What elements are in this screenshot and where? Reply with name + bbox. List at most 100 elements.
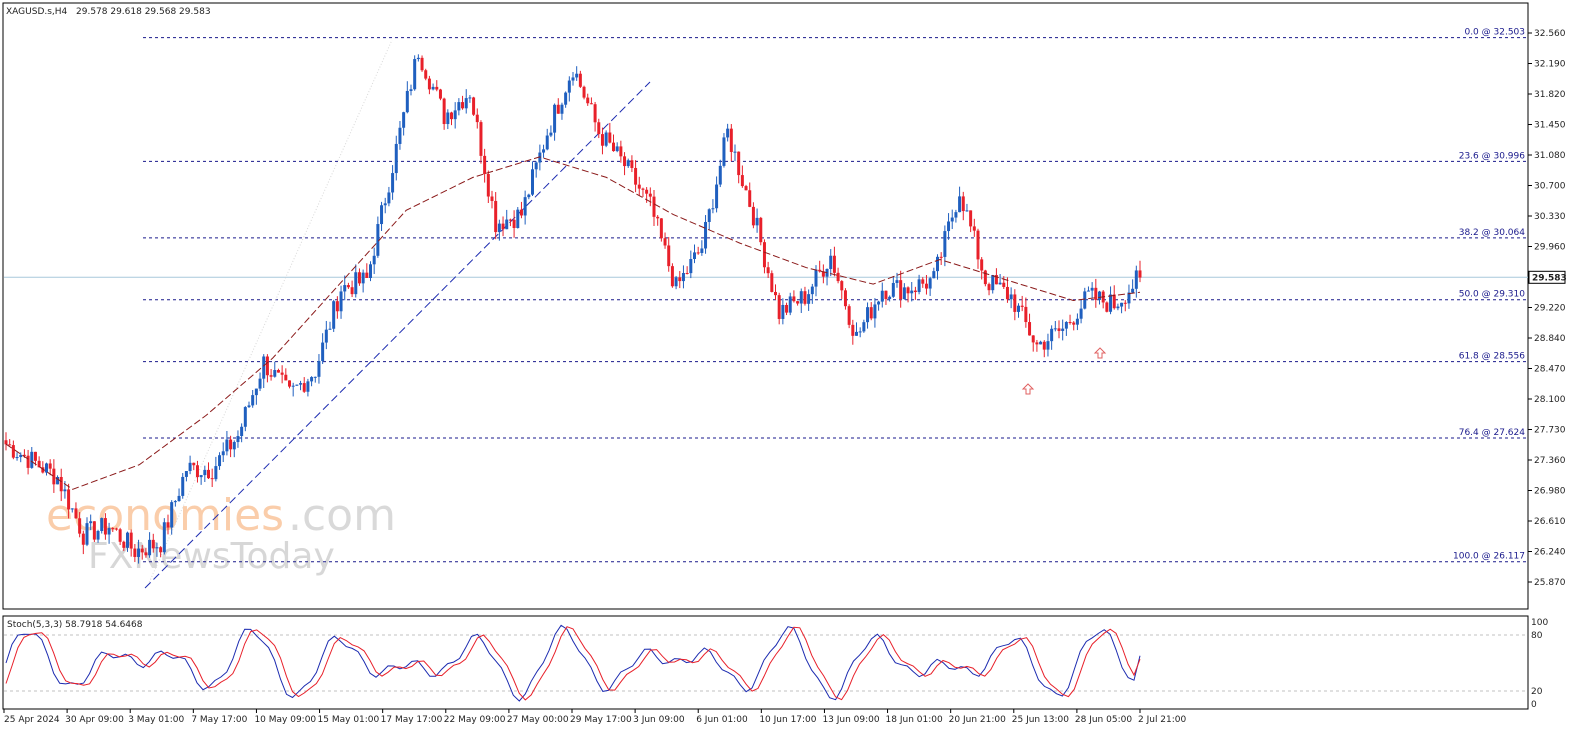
- candle-body: [829, 255, 833, 269]
- candle-body: [910, 290, 914, 294]
- candle-body: [22, 454, 26, 456]
- fib-level-label: 50.0 @ 29.310: [1459, 290, 1526, 300]
- candle-body: [799, 291, 803, 304]
- candle-body: [634, 167, 638, 185]
- candle-body: [464, 98, 468, 109]
- candle-body: [394, 143, 398, 174]
- candle-body: [1083, 291, 1087, 309]
- candle-body: [302, 383, 306, 392]
- price-tick-label: 26.610: [1534, 517, 1566, 527]
- candle-body: [450, 112, 453, 120]
- candle-body: [427, 78, 431, 90]
- candle-body: [873, 304, 877, 319]
- candle-body: [162, 522, 166, 553]
- trendline[interactable]: [144, 81, 651, 589]
- time-tick-label: 7 May 17:00: [191, 715, 247, 725]
- candle-body: [718, 165, 722, 185]
- candle-body: [85, 523, 89, 545]
- candle-body: [1024, 306, 1028, 323]
- candle-body: [1028, 322, 1032, 336]
- candle-body: [221, 451, 225, 456]
- candle-body: [424, 70, 428, 79]
- candle-body: [181, 476, 185, 496]
- candle-body: [983, 270, 987, 285]
- candle-body: [943, 231, 947, 257]
- candle-body: [681, 272, 685, 282]
- candle-body: [589, 103, 593, 105]
- price-tick-label: 31.820: [1534, 90, 1566, 100]
- candle-body: [670, 266, 674, 287]
- candle-body: [299, 383, 303, 385]
- candle-body: [659, 218, 663, 239]
- time-tick-label: 15 May 01:00: [318, 715, 380, 725]
- candle-body: [151, 539, 155, 549]
- candle-body: [1020, 305, 1024, 307]
- candle-body: [733, 151, 737, 153]
- candle-body: [321, 342, 325, 362]
- time-tick-label: 3 May 01:00: [128, 715, 184, 725]
- candle-body: [759, 217, 763, 243]
- price-tick-label: 29.960: [1534, 243, 1566, 253]
- candle-body: [41, 467, 45, 473]
- symbol-info: XAGUSD.s,H4: [6, 7, 68, 17]
- candle-body: [630, 160, 634, 168]
- price-pane[interactable]: [2, 2, 1529, 610]
- time-tick-label: 17 May 17:00: [381, 715, 443, 725]
- candle-body: [354, 272, 358, 295]
- candle-body: [847, 306, 851, 325]
- candle-body: [895, 280, 899, 283]
- candle-body: [704, 221, 708, 249]
- candle-body: [1090, 287, 1094, 291]
- candle-body: [92, 521, 96, 540]
- candle-body: [553, 104, 557, 133]
- candle-body: [210, 478, 214, 480]
- candle-body: [369, 264, 372, 278]
- candle-body: [612, 142, 615, 152]
- candle-body: [37, 460, 41, 468]
- candle-body: [1013, 294, 1017, 312]
- candle-body: [729, 128, 733, 152]
- candle-body: [258, 378, 262, 389]
- candle-body: [836, 272, 840, 282]
- candle-body: [1039, 341, 1043, 345]
- candle-body: [777, 295, 781, 319]
- time-tick-label: 6 Jun 01:00: [696, 715, 748, 725]
- candle-body: [810, 286, 814, 295]
- candle-body: [372, 255, 376, 265]
- candle-body: [545, 135, 549, 150]
- candle-body: [475, 114, 479, 123]
- candle-body: [744, 186, 748, 191]
- candle-body: [991, 275, 995, 291]
- candle-body: [170, 502, 174, 528]
- time-tick-label: 3 Jun 09:00: [633, 715, 685, 725]
- candle-body: [740, 175, 744, 187]
- fib-level-label: 38.2 @ 30.064: [1459, 228, 1526, 238]
- candle-body: [1112, 294, 1116, 309]
- candle-body: [564, 92, 568, 105]
- candle-body: [1123, 302, 1127, 304]
- candle-body: [1127, 292, 1131, 304]
- candle-body: [310, 377, 314, 382]
- candle-body: [332, 301, 336, 329]
- candle-body: [1134, 270, 1138, 289]
- candle-body: [869, 307, 873, 319]
- candle-body: [685, 272, 689, 274]
- up-arrow-marker-2: [1093, 347, 1107, 359]
- candle-body: [788, 296, 792, 313]
- candle-body: [762, 242, 766, 268]
- up-arrow-marker: [1021, 383, 1035, 395]
- time-tick-label: 18 Jun 01:00: [886, 715, 943, 725]
- candle-body: [387, 192, 391, 204]
- current-price-tag: 29.583: [1528, 270, 1567, 284]
- candle-body: [380, 205, 384, 225]
- candle-body: [1094, 287, 1098, 300]
- candle-body: [1064, 322, 1068, 329]
- stochastic-pane[interactable]: [2, 615, 1529, 710]
- candle-body: [232, 442, 236, 450]
- candle-body: [755, 217, 759, 226]
- candle-body: [195, 465, 199, 478]
- fibonacci-retracement[interactable]: 0.0 @ 32.503 23.6 @ 30.996 38.2 @ 30.064 50…: [143, 28, 1528, 563]
- candle-body: [527, 194, 531, 198]
- candle-body: [851, 324, 855, 336]
